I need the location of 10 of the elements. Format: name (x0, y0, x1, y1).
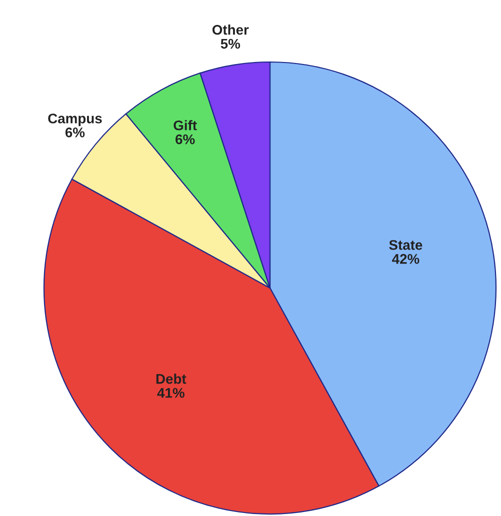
data-label: 5% (220, 38, 240, 49)
data-label: 41% (157, 388, 184, 398)
data-label: 6% (65, 128, 85, 138)
slice-label: Gift (174, 120, 197, 130)
slice-label: State (389, 240, 422, 250)
data-label: 6% (176, 134, 195, 144)
slice-label: Other (212, 24, 249, 35)
slice-label: Debt (156, 374, 186, 384)
data-label: 42% (392, 254, 420, 264)
slice-label: Campus (48, 114, 102, 126)
